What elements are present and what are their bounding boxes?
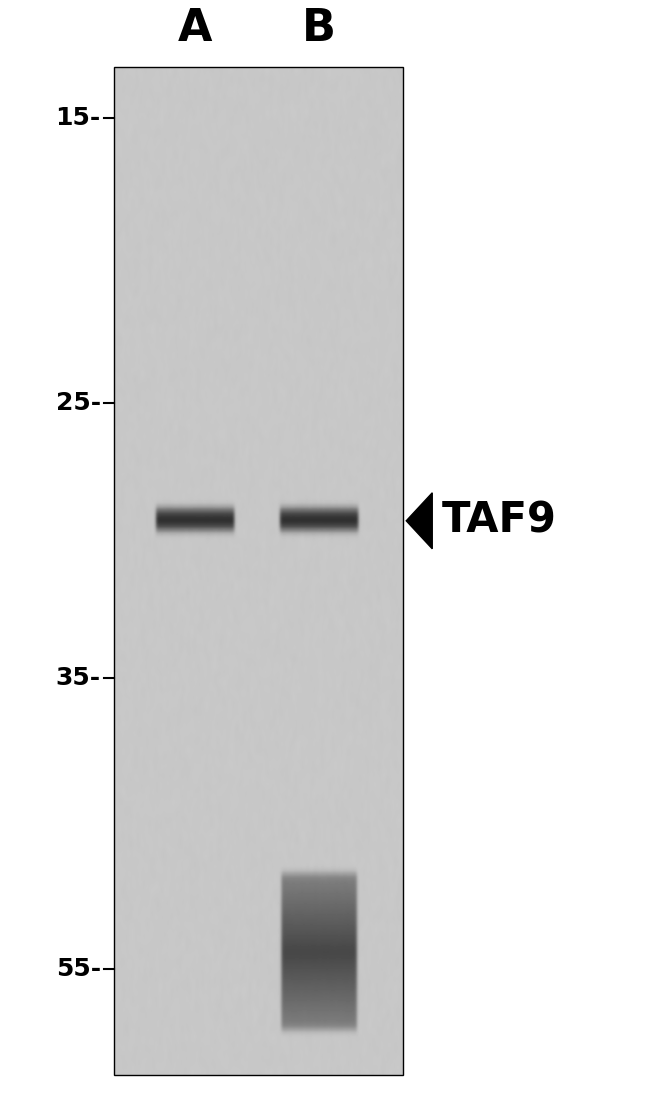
Bar [114,67,403,1075]
Text: A: A [177,8,213,50]
Text: 15-: 15- [55,105,101,130]
Text: TAF9: TAF9 [442,500,557,542]
Text: 55-: 55- [56,956,101,981]
Text: 35-: 35- [56,665,101,690]
Polygon shape [406,493,432,549]
Text: B: B [302,8,335,50]
Text: 25-: 25- [56,391,101,416]
